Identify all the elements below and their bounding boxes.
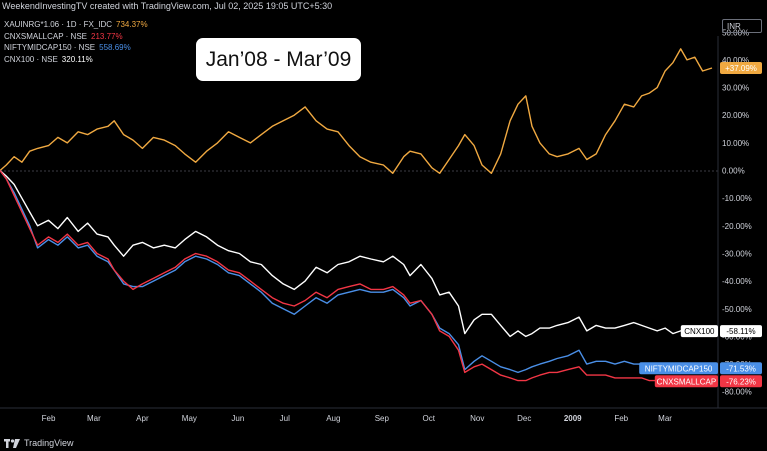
legend-value: 558.69% (99, 43, 131, 52)
y-tick-label: 30.00% (722, 84, 749, 93)
y-tick-label: 10.00% (722, 139, 749, 148)
series-line-niftymidcap150 (0, 170, 713, 374)
end-value-badge (720, 375, 762, 388)
y-tick-label: -80.00% (722, 388, 752, 397)
x-tick-label: Aug (326, 414, 340, 423)
series-layer (0, 48, 713, 382)
series-tag-label: CNX100 (684, 327, 715, 336)
legend: XAUINRG*1.06 · 1D · FX_IDC 734.37% CNXSMA… (4, 19, 148, 65)
legend-item[interactable]: XAUINRG*1.06 · 1D · FX_IDC 734.37% (4, 19, 148, 31)
x-tick-label: Jun (231, 414, 244, 423)
tradingview-brand: TradingView (4, 438, 74, 448)
series-tag-badge (654, 375, 718, 388)
y-tick-label: -50.00% (722, 305, 752, 314)
legend-value: 213.77% (91, 31, 123, 41)
chart-header-caption: WeekendInvestingTV created with TradingV… (2, 1, 333, 11)
end-value-badge (720, 362, 762, 375)
y-tick-label: -40.00% (722, 277, 752, 286)
end-value-badge (720, 325, 762, 338)
x-tick-label: Sep (375, 414, 390, 423)
brand-label: TradingView (24, 438, 74, 448)
x-tick-label: Oct (423, 414, 436, 423)
end-labels: +37.09% -58.11% CNX100 -71.53% NIFTYMIDCAP15… (639, 61, 762, 388)
series-tag-badge (639, 362, 718, 375)
x-tick-label: Mar (658, 414, 672, 423)
series-line-cnxsmallcap (0, 170, 713, 382)
y-axis-ticks: 50.00%40.00%30.00%20.00%10.00%0.00%-10.0… (722, 28, 752, 396)
end-value-badge (720, 61, 762, 74)
series-line-cnx100 (0, 169, 713, 338)
x-axis-ticks: Feb Mar Apr May Jun Jul Aug Sep Oct Nov Dec 2009 Feb… (42, 414, 673, 423)
x-tick-label: Feb (42, 414, 56, 423)
date-range-callout: Jan’08 - Mar’09 (196, 38, 361, 81)
series-line-xauinrg-1-06 (0, 48, 713, 175)
legend-label: XAUINRG*1.06 · 1D · FX_IDC (4, 20, 113, 29)
x-tick-label: Feb (614, 414, 628, 423)
y-tick-label: -30.00% (722, 249, 752, 258)
y-tick-label: 40.00% (722, 56, 749, 65)
legend-label: NIFTYMIDCAP150 · NSE (4, 43, 96, 52)
legend-item[interactable]: CNX100 · NSE 320.11% (4, 54, 148, 66)
series-tag-label: NIFTYMIDCAP150 (645, 364, 713, 373)
x-tick-label: Dec (517, 414, 531, 423)
end-value-label: -76.23% (726, 377, 756, 386)
x-tick-label: Nov (470, 414, 484, 423)
currency-selector[interactable]: INR (722, 19, 762, 33)
end-value-label: -58.11% (726, 327, 755, 336)
end-value-label: +37.09% (725, 64, 757, 73)
legend-value: 320.11% (61, 54, 93, 64)
x-tick-label: Mar (87, 414, 101, 423)
legend-label: CNX100 · NSE (4, 54, 58, 64)
legend-item[interactable]: NIFTYMIDCAP150 · NSE 558.69% (4, 42, 148, 54)
x-tick-label: Apr (136, 414, 149, 423)
y-tick-label: -10.00% (722, 194, 752, 203)
tradingview-logo-icon (4, 438, 20, 448)
series-tag-label: CNXSMALLCAP (657, 377, 717, 386)
x-tick-label: May (182, 414, 197, 423)
y-tick-label: 0.00% (722, 167, 745, 176)
y-tick-label: 20.00% (722, 111, 749, 120)
y-tick-label: -20.00% (722, 222, 752, 231)
x-tick-label: Jul (280, 414, 290, 423)
legend-item[interactable]: CNXSMALLCAP · NSE 213.77% (4, 31, 148, 43)
series-tag-badge (680, 325, 718, 338)
legend-value: 734.37% (116, 20, 148, 29)
end-value-label: -71.53% (726, 364, 756, 373)
x-tick-label: 2009 (564, 414, 582, 423)
legend-label: CNXSMALLCAP · NSE (4, 31, 87, 41)
